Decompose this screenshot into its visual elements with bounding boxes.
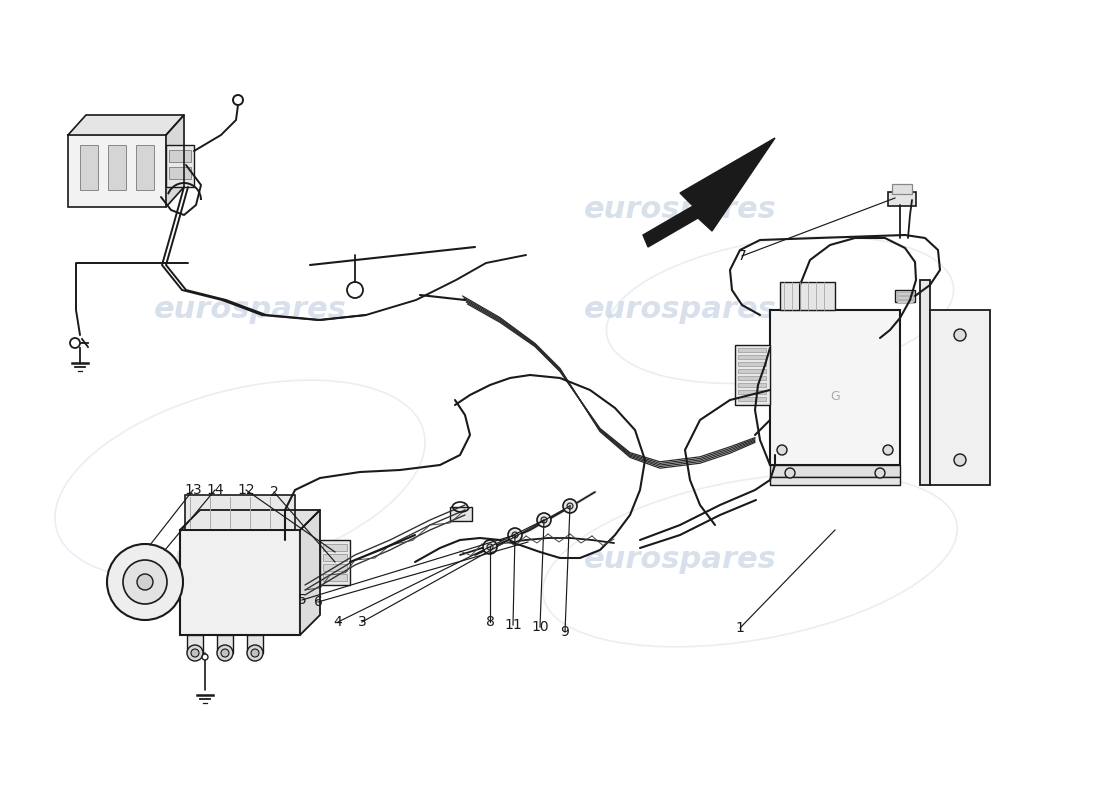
Circle shape: [202, 654, 208, 660]
Bar: [248, 635, 263, 653]
Text: eurospares: eurospares: [154, 546, 346, 574]
Text: 13: 13: [184, 483, 201, 497]
Circle shape: [563, 499, 578, 513]
Bar: [169, 150, 191, 162]
Text: 8: 8: [485, 615, 494, 629]
Bar: [450, 507, 472, 521]
Bar: [930, 310, 990, 485]
Text: eurospares: eurospares: [154, 295, 346, 325]
Bar: [738, 390, 766, 394]
Bar: [451, 508, 469, 520]
Text: 10: 10: [531, 620, 549, 634]
Bar: [320, 540, 350, 585]
Circle shape: [512, 532, 518, 538]
Circle shape: [191, 649, 199, 657]
Bar: [217, 635, 233, 653]
Bar: [895, 290, 915, 302]
Circle shape: [883, 445, 893, 455]
Circle shape: [251, 649, 258, 657]
Bar: [187, 635, 204, 653]
Polygon shape: [300, 510, 320, 635]
Bar: [185, 495, 295, 530]
Text: 2: 2: [270, 485, 278, 499]
Bar: [770, 465, 900, 477]
Circle shape: [874, 468, 886, 478]
Bar: [888, 192, 916, 206]
Bar: [735, 345, 770, 405]
Circle shape: [954, 454, 966, 466]
Text: 3: 3: [358, 615, 366, 629]
Circle shape: [107, 544, 183, 620]
Circle shape: [187, 645, 204, 661]
Bar: [738, 376, 766, 380]
Text: 9: 9: [561, 625, 570, 639]
Text: 11: 11: [504, 618, 521, 632]
Circle shape: [221, 649, 229, 657]
Bar: [738, 383, 766, 387]
Circle shape: [483, 540, 497, 554]
Text: eurospares: eurospares: [584, 295, 777, 325]
Circle shape: [566, 503, 573, 509]
Circle shape: [785, 468, 795, 478]
Text: 6: 6: [314, 595, 322, 609]
Circle shape: [508, 528, 522, 542]
Circle shape: [138, 574, 153, 590]
Bar: [780, 282, 835, 310]
Polygon shape: [166, 115, 184, 207]
Bar: [738, 348, 766, 352]
Circle shape: [777, 445, 786, 455]
Bar: [892, 184, 912, 194]
Bar: [108, 145, 126, 190]
Text: 4: 4: [333, 615, 342, 629]
Bar: [738, 362, 766, 366]
Circle shape: [70, 338, 80, 348]
Bar: [770, 310, 900, 465]
Circle shape: [248, 645, 263, 661]
Circle shape: [217, 645, 233, 661]
Circle shape: [487, 544, 493, 550]
Bar: [738, 355, 766, 359]
Text: G: G: [830, 390, 840, 403]
Text: 5: 5: [298, 593, 307, 607]
Circle shape: [541, 517, 547, 523]
Circle shape: [233, 95, 243, 105]
Text: eurospares: eurospares: [584, 195, 777, 225]
Text: 14: 14: [206, 483, 223, 497]
Circle shape: [954, 329, 966, 341]
Bar: [169, 167, 191, 179]
Circle shape: [537, 513, 551, 527]
Text: eurospares: eurospares: [584, 546, 777, 574]
Bar: [323, 544, 346, 551]
Bar: [323, 564, 346, 571]
Bar: [770, 477, 900, 485]
Text: 12: 12: [238, 483, 255, 497]
Text: 7: 7: [738, 249, 747, 263]
Bar: [738, 369, 766, 373]
Bar: [738, 397, 766, 401]
Bar: [896, 300, 913, 303]
Circle shape: [346, 282, 363, 298]
Bar: [136, 145, 154, 190]
Bar: [920, 280, 929, 485]
Bar: [896, 296, 913, 299]
Text: 1: 1: [736, 621, 745, 635]
Bar: [323, 554, 346, 561]
Bar: [323, 574, 346, 581]
Bar: [68, 135, 166, 207]
Polygon shape: [68, 115, 184, 135]
Polygon shape: [644, 138, 776, 247]
Bar: [166, 145, 194, 187]
Bar: [896, 292, 913, 295]
Bar: [80, 145, 98, 190]
Polygon shape: [180, 510, 320, 530]
Bar: [180, 530, 300, 635]
Circle shape: [123, 560, 167, 604]
